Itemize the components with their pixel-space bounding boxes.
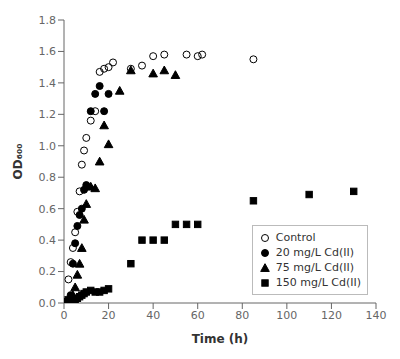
svg-text:120: 120 (321, 309, 342, 322)
svg-text:100: 100 (276, 309, 297, 322)
svg-text:20: 20 (102, 309, 116, 322)
svg-text:40: 40 (146, 309, 160, 322)
svg-text:1.0: 1.0 (39, 140, 57, 153)
svg-text:1.4: 1.4 (39, 77, 57, 90)
svg-text:1.2: 1.2 (39, 108, 57, 121)
svg-text:140: 140 (366, 309, 387, 322)
svg-text:0.2: 0.2 (39, 265, 57, 278)
html-text:150 mg/L Cd(II): 150 mg/L Cd(II) (275, 276, 361, 289)
svg-text:1.6: 1.6 (39, 45, 57, 58)
svg-text:0.6: 0.6 (39, 203, 57, 216)
html-text:75 mg/L Cd(II): 75 mg/L Cd(II) (275, 261, 354, 274)
svg-text:60: 60 (191, 309, 205, 322)
svg-text:1.8: 1.8 (39, 14, 57, 27)
svg-text:0.4: 0.4 (39, 234, 57, 247)
svg-text:80: 80 (235, 309, 249, 322)
svg-text:Time (h): Time (h) (192, 332, 249, 346)
html-text:20 mg/L Cd(II): 20 mg/L Cd(II) (275, 246, 354, 259)
svg-text:0.0: 0.0 (39, 297, 57, 310)
html-text:Control: Control (275, 231, 316, 244)
svg-text:OD₆₀₀: OD₆₀₀ (11, 144, 25, 180)
svg-text:0: 0 (61, 309, 68, 322)
svg-text:0.8: 0.8 (39, 171, 57, 184)
